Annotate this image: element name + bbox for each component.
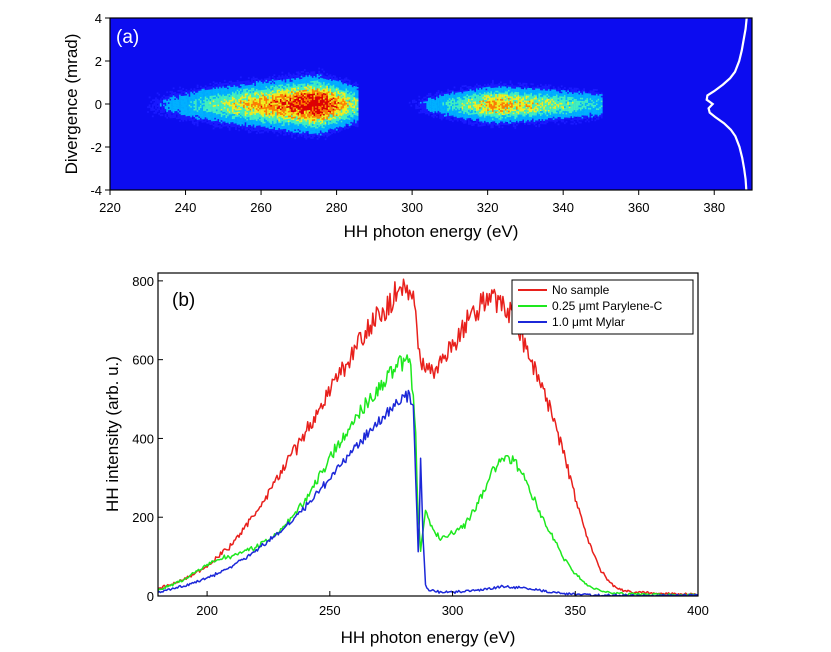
panel-b-y-ticks: 0 200 400 600 800 (132, 274, 163, 604)
panel-b-spectra-plot: 200 250 300 350 400 0 200 400 600 800 (b) HH pho… (103, 272, 709, 647)
y-tick-label: 0 (95, 97, 102, 112)
series-line-parylene (158, 354, 698, 596)
panel-b-x-axis-title: HH photon energy (eV) (341, 628, 516, 647)
y-tick-label: 2 (95, 54, 102, 69)
panel-b-frame (157, 272, 699, 597)
y-tick-label: 0 (147, 589, 154, 604)
panel-a-label: (a) (116, 27, 139, 48)
x-tick-label: 380 (703, 200, 725, 215)
panel-a-y-ticks: -4 -2 0 2 4 (90, 11, 110, 198)
y-tick-label: -4 (90, 183, 102, 198)
x-tick-label: 320 (477, 200, 499, 215)
legend-label-parylene: 0.25 μmt Parylene-C (552, 299, 663, 313)
y-tick-label: 800 (132, 274, 154, 289)
x-tick-label: 260 (250, 200, 272, 215)
x-tick-label: 300 (442, 603, 464, 618)
heatmap-cells (147, 67, 603, 141)
legend: No sample 0.25 μmt Parylene-C 1.0 μmt My… (511, 279, 694, 335)
panel-b-y-axis-title: HH intensity (arb. u.) (103, 356, 122, 512)
x-tick-label: 280 (326, 200, 348, 215)
legend-label-no-sample: No sample (552, 283, 610, 297)
panel-b-label: (b) (172, 290, 195, 311)
y-tick-label: 600 (132, 353, 154, 368)
y-tick-label: -2 (90, 140, 102, 155)
series-line-mylar (158, 389, 698, 596)
x-tick-label: 340 (552, 200, 574, 215)
y-tick-label: 200 (132, 510, 154, 525)
x-tick-label: 300 (401, 200, 423, 215)
divergence-lineout (705, 18, 748, 190)
y-tick-label: 400 (132, 431, 154, 446)
panel-a-x-axis-title: HH photon energy (eV) (344, 222, 519, 241)
legend-label-mylar: 1.0 μmt Mylar (552, 315, 625, 329)
x-tick-label: 200 (196, 603, 218, 618)
x-tick-label: 360 (628, 200, 650, 215)
y-tick-label: 4 (95, 11, 102, 26)
panel-a-x-ticks: 220 240 260 280 300 320 340 360 380 (99, 190, 725, 215)
x-tick-label: 220 (99, 200, 121, 215)
series-lines (158, 278, 698, 596)
x-tick-label: 350 (564, 603, 586, 618)
x-tick-label: 240 (175, 200, 197, 215)
heatmap-pixels (147, 67, 603, 141)
x-tick-label: 400 (687, 603, 709, 618)
x-tick-label: 250 (319, 603, 341, 618)
panel-a-y-axis-title: Divergence (mrad) (62, 34, 81, 175)
series-line-no-sample (158, 278, 698, 596)
panel-b-x-ticks: 200 250 300 350 400 (196, 591, 709, 618)
